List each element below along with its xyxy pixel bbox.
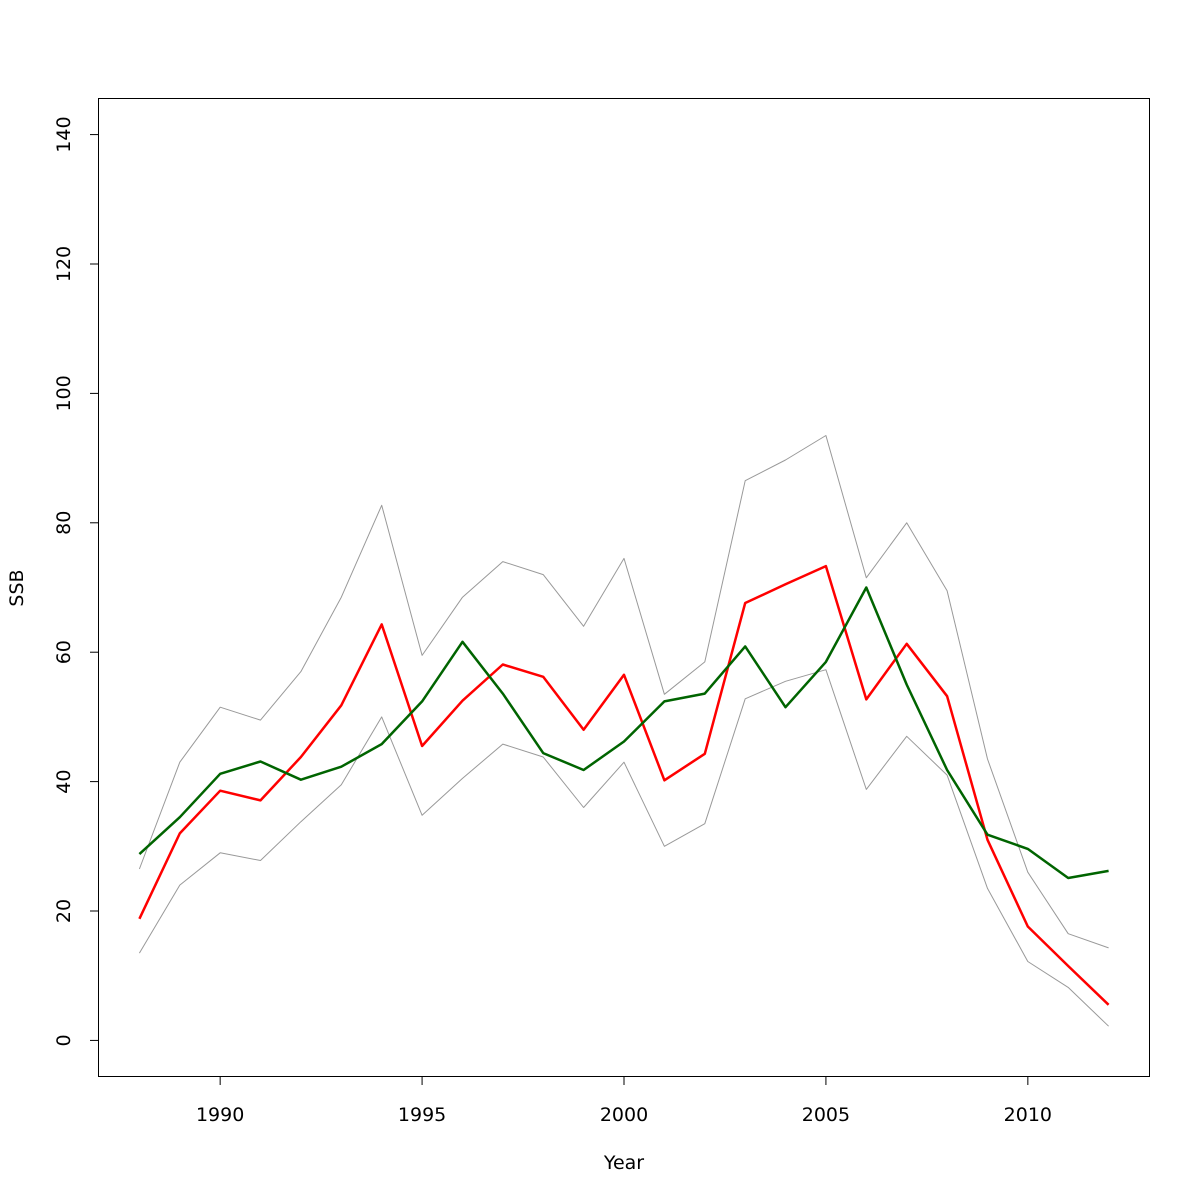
series-line-3 <box>138 564 1110 1006</box>
y-axis: 0 20 40 60 80 100 120 140 <box>53 116 99 1046</box>
series-line-4 <box>138 586 1109 880</box>
y-tick-label: 140 <box>53 116 75 152</box>
x-tick-label: 2000 <box>600 1104 648 1126</box>
series-line-1 <box>138 435 1109 949</box>
y-tick-label: 60 <box>53 640 75 664</box>
y-tick-label: 120 <box>53 246 75 282</box>
series-line-2 <box>138 669 1109 1027</box>
y-axis-title: SSB <box>6 569 28 606</box>
x-axis: 1990 1995 2000 2005 2010 <box>196 1076 1052 1126</box>
y-tick-label: 80 <box>53 511 75 535</box>
x-axis-title: Year <box>603 1152 644 1174</box>
series-lines <box>138 435 1110 1027</box>
y-tick-label: 100 <box>53 375 75 411</box>
x-tick-label: 2005 <box>802 1104 850 1126</box>
x-tick-label: 1995 <box>398 1104 446 1126</box>
y-tick-label: 40 <box>53 770 75 794</box>
y-tick-label: 20 <box>53 899 75 923</box>
x-tick-label: 2010 <box>1004 1104 1052 1126</box>
plot-frame <box>98 98 1150 1077</box>
x-tick-label: 1990 <box>196 1104 244 1126</box>
y-tick-label: 0 <box>53 1034 75 1046</box>
